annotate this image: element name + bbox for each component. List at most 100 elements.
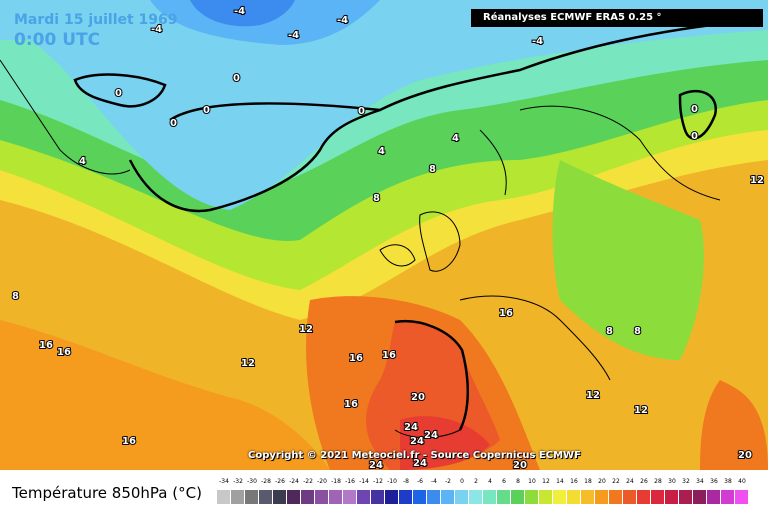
legend-ticks: -34 -32 -30 -28 -26 -24 -22 -20 -18 -16 -14 -12 -10-…	[217, 478, 750, 488]
temp-zone-minus6	[190, 0, 295, 27]
isotherm-labels: -4 -4 -4 -4 -4 0 0 0 0 0 0 0 4 4 4 8 8 8…	[11, 5, 765, 470]
temp-zone-east-europe	[552, 160, 704, 360]
map-time: 0:00 UTC	[14, 30, 101, 50]
legend-swatch	[553, 490, 567, 504]
isotherm-label: 0	[358, 106, 365, 117]
legend-swatch	[721, 490, 735, 504]
isotherm-label: 8	[606, 326, 613, 337]
legend-tick-label: 26	[640, 478, 648, 485]
legend-tick-label: -30	[247, 478, 257, 485]
legend-swatch	[623, 490, 637, 504]
legend-tick-label: -2	[445, 478, 451, 485]
isotherm-label: -4	[532, 36, 543, 47]
isotherm-label: -4	[234, 6, 245, 17]
legend-swatch	[497, 490, 511, 504]
legend-tick-label: 4	[488, 478, 492, 485]
legend-tick-label: 10	[528, 478, 536, 485]
legend-tick-label: -8	[403, 478, 409, 485]
legend-tick-label: -14	[359, 478, 369, 485]
legend-swatch	[469, 490, 483, 504]
isotherm-label: 8	[429, 164, 436, 175]
legend-swatch	[693, 490, 707, 504]
isotherm-label: 12	[750, 175, 764, 186]
legend-swatch	[231, 490, 245, 504]
legend-tick-label: -10	[387, 478, 397, 485]
legend-tick-label: -26	[275, 478, 285, 485]
isotherm-label: 20	[738, 450, 752, 461]
legend-swatch	[385, 490, 399, 504]
isotherm-label: 20	[411, 392, 425, 403]
legend-swatch	[343, 490, 357, 504]
legend-swatch	[581, 490, 595, 504]
legend-tick-label: -34	[219, 478, 229, 485]
legend-tick-label: 24	[626, 478, 634, 485]
legend-swatch	[665, 490, 679, 504]
color-scale-legend: -34 -32 -30 -28 -26 -24 -22 -20 -18 -16 -14 -12 -10-…	[217, 478, 750, 508]
isotherm-label: -4	[337, 15, 348, 26]
legend-swatch	[609, 490, 623, 504]
isotherm-label: 0	[170, 118, 177, 129]
map-date: Mardi 15 juillet 1969	[14, 12, 178, 28]
isotherm-label: 16	[382, 350, 396, 361]
legend-tick-label: 30	[668, 478, 676, 485]
isotherm-label: 12	[241, 358, 255, 369]
legend-swatch	[511, 490, 525, 504]
legend-swatch	[427, 490, 441, 504]
isotherm-label: 0	[233, 73, 240, 84]
isotherm-label: -4	[288, 30, 299, 41]
legend-tick-label: 28	[654, 478, 662, 485]
legend-tick-label: 40	[738, 478, 746, 485]
isotherm-label: 4	[452, 133, 459, 144]
isotherm-label: 8	[373, 193, 380, 204]
legend-swatch	[595, 490, 609, 504]
isotherm-label: 24	[410, 436, 424, 447]
legend-tick-label: -20	[317, 478, 327, 485]
isotherm-label: 16	[344, 399, 358, 410]
legend-swatches	[217, 490, 749, 504]
legend-swatch	[413, 490, 427, 504]
legend-title: Température 850hPa (°C)	[12, 484, 202, 502]
legend-swatch	[287, 490, 301, 504]
legend-swatch	[315, 490, 329, 504]
legend-swatch	[217, 490, 231, 504]
isotherm-label: 8	[12, 291, 19, 302]
legend-swatch	[483, 490, 497, 504]
legend-tick-label: -6	[417, 478, 423, 485]
isotherm-label: 12	[634, 405, 648, 416]
isotherm-label: 12	[299, 324, 313, 335]
legend-tick-label: 20	[598, 478, 606, 485]
isotherm-0	[73, 18, 761, 431]
isotherm-label: 24	[424, 430, 438, 441]
legend-tick-label: -22	[303, 478, 313, 485]
legend-tick-label: 34	[696, 478, 704, 485]
isotherm-label: 16	[349, 353, 363, 364]
isotherm-label: 8	[634, 326, 641, 337]
legend-tick-label: 22	[612, 478, 620, 485]
legend-tick-label: 16	[570, 478, 578, 485]
legend-swatch	[301, 490, 315, 504]
isotherm-label: 20	[513, 460, 527, 470]
isotherm-label: 24	[404, 422, 418, 433]
legend-swatch	[245, 490, 259, 504]
legend-tick-label: -32	[233, 478, 243, 485]
legend-tick-label: 32	[682, 478, 690, 485]
legend-tick-label: 6	[502, 478, 506, 485]
isotherm-label: -4	[151, 24, 162, 35]
legend-swatch	[525, 490, 539, 504]
isotherm-label: 16	[122, 436, 136, 447]
legend-tick-label: -18	[331, 478, 341, 485]
isotherm-label: 0	[203, 105, 210, 116]
legend-tick-label: -24	[289, 478, 299, 485]
isotherm-label: 16	[499, 308, 513, 319]
legend-tick-label: 2	[474, 478, 478, 485]
legend-swatch	[735, 490, 749, 504]
legend-swatch	[707, 490, 721, 504]
legend-tick-label: 0	[460, 478, 464, 485]
isotherm-label: 24	[369, 460, 383, 470]
temp-zone-east-med	[700, 380, 768, 470]
temp-zone-16-west	[0, 320, 330, 470]
legend-swatch	[371, 490, 385, 504]
legend-tick-label: 38	[724, 478, 732, 485]
legend-swatch	[455, 490, 469, 504]
